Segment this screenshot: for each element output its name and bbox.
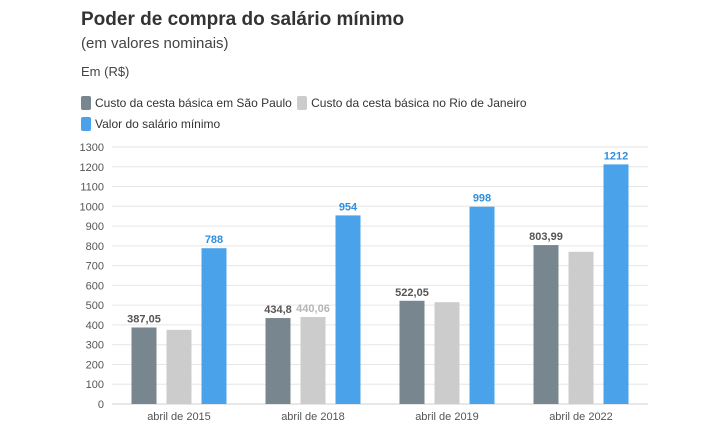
data-label: 788 — [205, 234, 223, 246]
bar-rj — [166, 329, 192, 404]
legend-label-sp: Custo da cesta básica em São Paulo — [95, 96, 292, 110]
legend-item-rj: Custo da cesta básica no Rio de Janeiro — [297, 94, 527, 112]
data-label: 387,05 — [127, 313, 161, 325]
data-label: 803,99 — [529, 231, 563, 243]
legend-label-salario: Valor do salário mínimo — [95, 117, 221, 131]
data-label: 434,8 — [264, 304, 292, 316]
legend-item-sp: Custo da cesta básica em São Paulo — [81, 94, 292, 112]
chart-legend: Custo da cesta básica em São Paulo Custo… — [81, 94, 541, 136]
y-tick-label: 800 — [86, 241, 104, 253]
unit-label: Em (R$) — [81, 64, 130, 79]
legend-item-salario: Valor do salário mínimo — [81, 115, 220, 133]
chart-subtitle: (em valores nominais) — [81, 35, 229, 52]
bar-sp — [399, 300, 425, 404]
legend-swatch-sp — [81, 96, 91, 110]
x-tick-label: abril de 2022 — [549, 411, 613, 423]
y-tick-label: 1200 — [80, 162, 104, 174]
x-tick-label: abril de 2015 — [147, 411, 211, 423]
y-tick-label: 1000 — [80, 201, 104, 213]
bar-sp — [533, 245, 559, 404]
data-label: 954 — [339, 201, 358, 213]
data-label: 440,06 — [296, 303, 330, 315]
y-tick-label: 200 — [86, 359, 104, 371]
bar-salario — [469, 206, 495, 404]
data-label: 1212 — [604, 150, 628, 162]
x-tick-label: abril de 2019 — [415, 411, 479, 423]
data-label: 522,05 — [395, 287, 429, 299]
y-tick-label: 100 — [86, 379, 104, 391]
bar-sp — [131, 327, 157, 404]
legend-swatch-salario — [81, 117, 91, 131]
y-tick-label: 600 — [86, 280, 104, 292]
y-tick-label: 1300 — [80, 142, 104, 154]
bar-rj — [568, 251, 594, 404]
bar-rj — [434, 302, 460, 404]
x-tick-label: abril de 2018 — [281, 411, 345, 423]
y-tick-label: 700 — [86, 261, 104, 273]
chart-title: Poder de compra do salário mínimo — [81, 9, 405, 30]
legend-swatch-rj — [297, 96, 308, 110]
data-label: 998 — [473, 193, 491, 205]
y-tick-label: 500 — [86, 300, 104, 312]
legend-label-rj: Custo da cesta básica no Rio de Janeiro — [311, 96, 527, 110]
bar-rj — [300, 317, 326, 404]
y-tick-label: 0 — [98, 399, 104, 411]
y-tick-label: 300 — [86, 340, 104, 352]
bar-salario — [335, 215, 361, 404]
bar-salario — [603, 164, 629, 404]
y-tick-label: 400 — [86, 320, 104, 332]
y-tick-label: 900 — [86, 221, 104, 233]
bar-salario — [201, 248, 227, 404]
bar-sp — [265, 318, 291, 404]
y-tick-label: 1100 — [80, 182, 104, 194]
